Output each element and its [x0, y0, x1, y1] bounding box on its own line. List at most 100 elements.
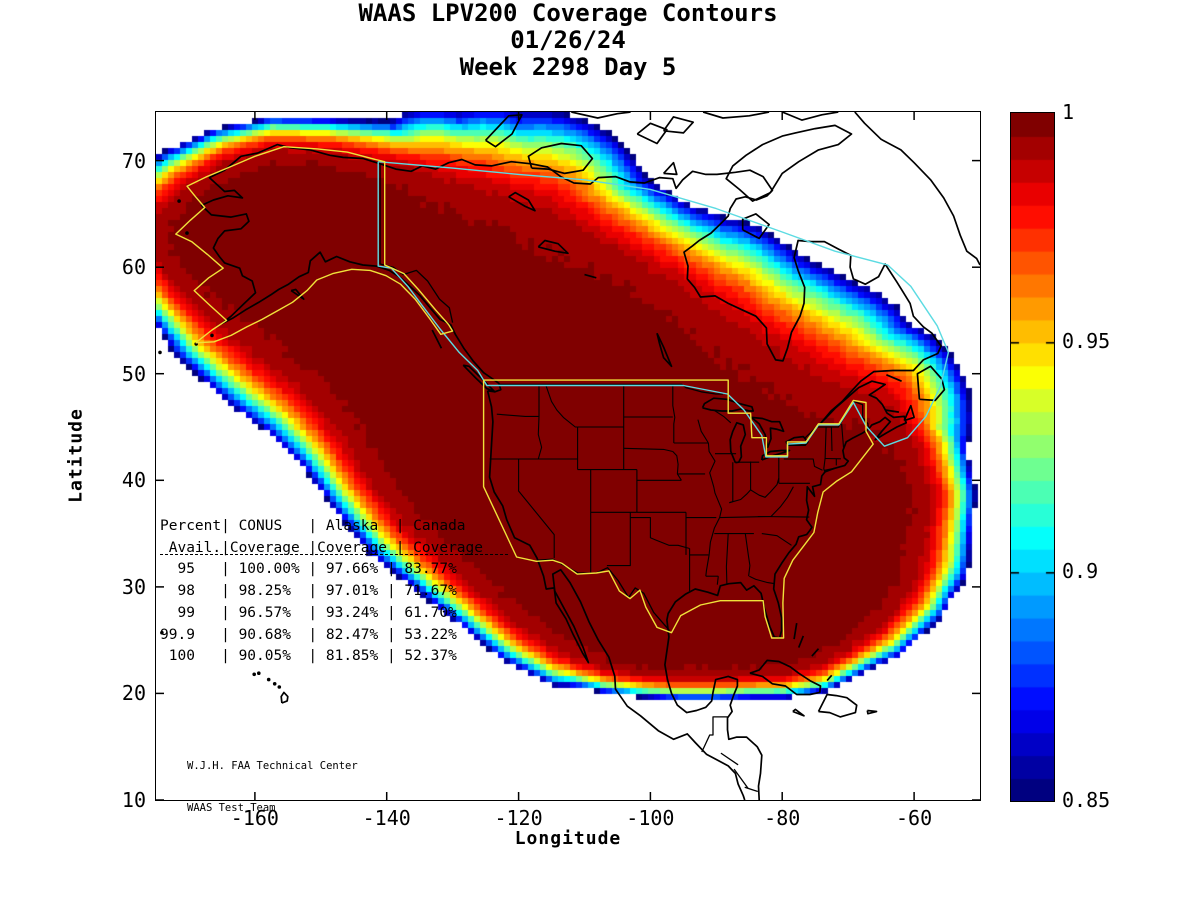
coastline: [200, 143, 942, 800]
title-line-3: Week 2298 Day 5: [459, 53, 677, 81]
state-border: [749, 575, 776, 585]
coastline: [571, 112, 631, 119]
coastline: [811, 648, 820, 657]
state-border: [830, 426, 833, 452]
state-border: [841, 423, 845, 448]
x-tick-label: -100: [626, 806, 675, 830]
state-border: [630, 517, 690, 550]
availability-table-separator: [160, 554, 508, 555]
y-tick-label: 10: [121, 788, 146, 812]
availability-table: Percent| CONUS | Alaska | Canada Avail.|…: [160, 516, 483, 668]
contour-field-canvas: [156, 112, 980, 800]
coastline: [725, 124, 853, 202]
title-line-1: WAAS LPV200 Coverage Contours: [358, 0, 778, 27]
figure-title: WAAS LPV200 Coverage Contours 01/26/24 W…: [168, 0, 968, 81]
coastline: [280, 691, 289, 704]
colorbar-tick-label: 0.95: [1062, 329, 1111, 354]
state-border: [623, 447, 673, 453]
colorbar-canvas: [1011, 113, 1054, 801]
coastline: [662, 161, 678, 176]
coastline: [486, 390, 746, 800]
availability-table-line: 99.9 | 90.68% | 82.47% | 53.22%: [160, 626, 457, 643]
state-border: [672, 384, 676, 443]
x-tick-label: -140: [362, 806, 411, 830]
coastline: [823, 467, 835, 472]
country-border: [379, 263, 454, 323]
state-border: [770, 486, 794, 517]
state-border: [729, 478, 780, 504]
coastline: [884, 409, 900, 413]
coastline: [817, 693, 858, 718]
state-border: [823, 426, 827, 471]
coastline: [508, 191, 536, 212]
availability-table-line: 100 | 90.05% | 81.85% | 52.37%: [160, 648, 457, 665]
state-border: [716, 576, 719, 585]
map-overlay-svg: [156, 112, 980, 800]
colorbar-tick-label: 0.9: [1062, 558, 1099, 583]
coastline: [662, 116, 695, 134]
conus-service-boundary: [482, 379, 874, 639]
small-island: [185, 231, 189, 235]
coastline: [741, 213, 770, 240]
coastline: [656, 332, 673, 368]
y-tick-label: 40: [121, 468, 146, 493]
coastline: [866, 709, 878, 715]
small-island: [252, 672, 256, 677]
coastline: [826, 674, 833, 682]
availability-table-line: 95 | 100.00% | 97.66% | 83.77%: [160, 561, 457, 578]
small-island: [266, 677, 271, 682]
small-island: [210, 333, 214, 338]
x-axis-label: Longitude: [514, 828, 622, 849]
x-tick-label: -80: [764, 806, 801, 830]
country-border: [733, 768, 749, 789]
coastline: [854, 112, 980, 266]
credit-note: W.J.H. FAA Technical Center WAAS Test Te…: [187, 731, 358, 843]
country-border: [744, 786, 759, 793]
coastline: [792, 708, 805, 717]
availability-table-line: Avail.|Coverage |Coverage | Coverage: [160, 539, 484, 556]
alaska-service-boundary: [175, 146, 454, 344]
coastline: [702, 112, 770, 119]
credit-line-1: W.J.H. FAA Technical Center: [187, 760, 358, 772]
small-island: [272, 682, 277, 686]
coastline: [793, 622, 798, 640]
state-border: [496, 413, 539, 417]
colorbar-tick-label: 1: [1062, 100, 1075, 124]
coastline: [903, 404, 915, 422]
coastline: [462, 364, 496, 393]
state-border: [672, 451, 682, 481]
country-border: [720, 752, 739, 766]
small-island: [257, 671, 261, 675]
coastline: [797, 635, 805, 648]
y-tick-label: 60: [121, 255, 146, 280]
state-border: [606, 512, 631, 567]
title-line-2: 01/26/24: [510, 26, 626, 54]
state-border: [705, 442, 723, 577]
availability-table-line: 99 | 96.57% | 93.24% | 61.70%: [160, 604, 457, 621]
y-tick-label: 70: [121, 148, 146, 173]
availability-table-line: 98 | 98.25% | 97.01% | 71.67%: [160, 583, 457, 600]
coastline: [781, 112, 839, 121]
x-tick-label: -60: [896, 806, 933, 830]
coastline: [290, 288, 305, 300]
y-axis-label: Latitude: [65, 408, 87, 503]
coastline: [886, 374, 902, 382]
state-border: [697, 419, 709, 444]
country-border: [804, 400, 870, 439]
coastline: [484, 113, 523, 148]
y-tick-label: 50: [121, 361, 146, 386]
colorbar-tick-label: 0.85: [1062, 788, 1111, 812]
coastline: [750, 416, 785, 449]
credit-line-2: WAAS Test Team: [187, 802, 276, 814]
coastline: [584, 273, 597, 279]
coastline: [527, 142, 594, 175]
state-border: [757, 515, 810, 518]
state-border: [545, 384, 578, 428]
small-island: [160, 630, 164, 635]
country-border: [681, 383, 723, 395]
coastline: [431, 329, 443, 349]
coastline: [729, 421, 747, 464]
y-tick-label: 20: [121, 681, 146, 706]
state-border: [744, 533, 751, 577]
